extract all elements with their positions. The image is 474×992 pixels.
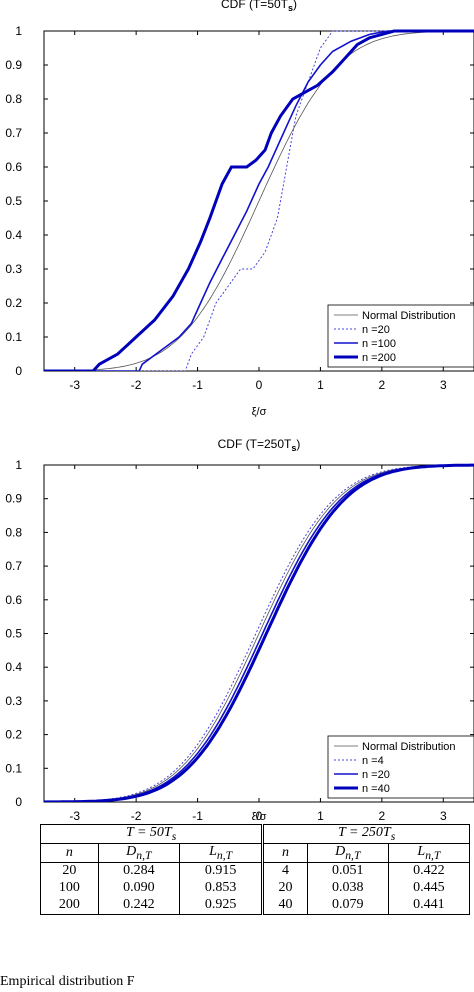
table-cell: 0.090 — [97, 879, 180, 897]
x-tick-label: -1 — [192, 378, 203, 392]
table-cell: 0.242 — [97, 896, 180, 915]
table-cell: 0.853 — [178, 879, 265, 897]
legend-label: Normal Distribution — [362, 741, 456, 753]
table-cell: 20 — [262, 879, 308, 897]
y-tick-label: 0.2 — [5, 728, 22, 742]
table-group-header-row: T = 50Ts T = 250Ts — [39, 824, 470, 844]
col-header-d: Dn,T — [97, 842, 180, 863]
statistics-table-container: T = 50Ts T = 250Ts n Dn,T Ln,T n Dn,T Ln… — [39, 824, 474, 915]
y-tick-label: 1 — [15, 458, 22, 472]
y-tick-label: 0.8 — [5, 525, 22, 539]
col-header-n: n — [40, 842, 99, 863]
statistics-table: T = 50Ts T = 250Ts n Dn,T Ln,T n Dn,T Ln… — [39, 824, 471, 915]
y-tick-label: 0.1 — [5, 761, 22, 775]
table-row: 200 0.242 0.925 40 0.079 0.441 — [40, 896, 471, 915]
legend-label: n =20 — [362, 769, 390, 781]
x-tick-label: 3 — [440, 378, 447, 392]
table-row: 20 0.284 0.915 4 0.051 0.422 — [40, 862, 471, 880]
table-cell: 0.925 — [178, 896, 265, 915]
y-tick-label: 0.7 — [5, 126, 22, 140]
group-header-t50: T = 50Ts — [39, 824, 265, 844]
table-cell: 0.445 — [387, 879, 471, 897]
col-header-l: Ln,T — [387, 842, 471, 863]
y-tick-label: 0.5 — [5, 194, 22, 208]
table-cell: 0.422 — [387, 862, 471, 880]
table-cell: 0.284 — [97, 862, 180, 880]
x-tick-label: 1 — [317, 378, 324, 392]
legend-label: n =20 — [362, 324, 390, 336]
table-cell: 20 — [40, 862, 99, 880]
table-cell: 0.051 — [306, 862, 389, 880]
table-cell: 0.915 — [178, 862, 265, 880]
cdf-plot-t250: CDF (T=250Ts) 0 0.1 0.2 0.3 0.4 0.5 0.6 0.7 0.8 0.… — [5, 437, 474, 823]
cdf-plot-t50: CDF (T=50Ts) 0 0.1 0.2 0.3 0.4 0.5 0.6 0.7 0.8 0.9… — [5, 0, 474, 418]
y-tick-label: 0.9 — [5, 492, 22, 506]
x-tick-label: 2 — [379, 378, 386, 392]
table-column-header-row: n Dn,T Ln,T n Dn,T Ln,T — [40, 842, 471, 863]
group-header-t250: T = 250Ts — [262, 824, 470, 844]
y-tick-label: 0.5 — [5, 627, 22, 641]
chart-title: CDF (T=50Ts) — [221, 0, 297, 13]
y-tick-label: 1 — [15, 24, 22, 38]
col-header-n: n — [262, 842, 308, 863]
y-tick-label: 0.3 — [5, 262, 22, 276]
x-tick-label: 2 — [379, 809, 386, 820]
x-tick-label: -1 — [192, 809, 203, 820]
figure-caption: Empirical distribution F — [0, 974, 135, 989]
table-cell: 4 — [262, 862, 308, 880]
x-tick-label: -3 — [69, 378, 80, 392]
legend-label: Normal Distribution — [362, 310, 456, 322]
table-cell: 0.038 — [306, 879, 389, 897]
y-tick-label: 0.9 — [5, 58, 22, 72]
chart-title: CDF (T=250Ts) — [218, 437, 301, 453]
y-tick-label: 0.1 — [5, 330, 22, 344]
series-line — [44, 29, 474, 371]
series-line — [44, 30, 474, 371]
x-tick-label: 1 — [317, 809, 324, 820]
series-line — [44, 30, 474, 371]
col-header-d: Dn,T — [306, 842, 389, 863]
table-cell: 100 — [40, 879, 99, 897]
x-tick-label: -2 — [131, 809, 142, 820]
y-tick-label: 0.8 — [5, 92, 22, 106]
series-line — [44, 464, 474, 802]
series-group — [44, 29, 474, 371]
col-header-l: Ln,T — [178, 842, 265, 863]
legend-label: n =100 — [362, 338, 396, 350]
table-cell: 0.079 — [306, 896, 389, 915]
y-tick-label: 0.2 — [5, 296, 22, 310]
table-cell: 200 — [40, 896, 99, 915]
y-tick-label: 0 — [15, 795, 22, 809]
y-tick-label: 0.4 — [5, 228, 22, 242]
table-cell: 40 — [262, 896, 308, 915]
x-tick-label: 0 — [256, 378, 263, 392]
series-line — [44, 463, 474, 802]
x-tick-label: -3 — [69, 809, 80, 820]
y-tick-label: 0 — [15, 364, 22, 378]
x-axis-label: ξ/σ — [252, 406, 267, 418]
y-tick-label: 0.7 — [5, 559, 22, 573]
y-tick-label: 0.3 — [5, 694, 22, 708]
series-group — [44, 463, 474, 802]
x-tick-label: -2 — [131, 378, 142, 392]
y-tick-label: 0.4 — [5, 660, 22, 674]
table-row: 100 0.090 0.853 20 0.038 0.445 — [40, 879, 471, 897]
legend-label: n =200 — [362, 352, 396, 364]
y-tick-label: 0.6 — [5, 593, 22, 607]
x-axis-label: ξ/σ — [252, 811, 267, 820]
y-tick-label: 0.6 — [5, 160, 22, 174]
cdf-chart-t250: CDF (T=250Ts) 0 0.1 0.2 0.3 0.4 0.5 0.6 0.7 0.8 0.… — [0, 420, 474, 823]
table-cell: 0.441 — [387, 896, 471, 915]
cdf-chart-t50: CDF (T=50Ts) 0 0.1 0.2 0.3 0.4 0.5 0.6 0.7 0.8 0.9… — [0, 0, 474, 422]
x-tick-label: 3 — [440, 809, 447, 820]
legend-label: n =40 — [362, 783, 390, 795]
legend-label: n =4 — [362, 755, 384, 767]
x-tick-label: 0 — [256, 809, 263, 820]
